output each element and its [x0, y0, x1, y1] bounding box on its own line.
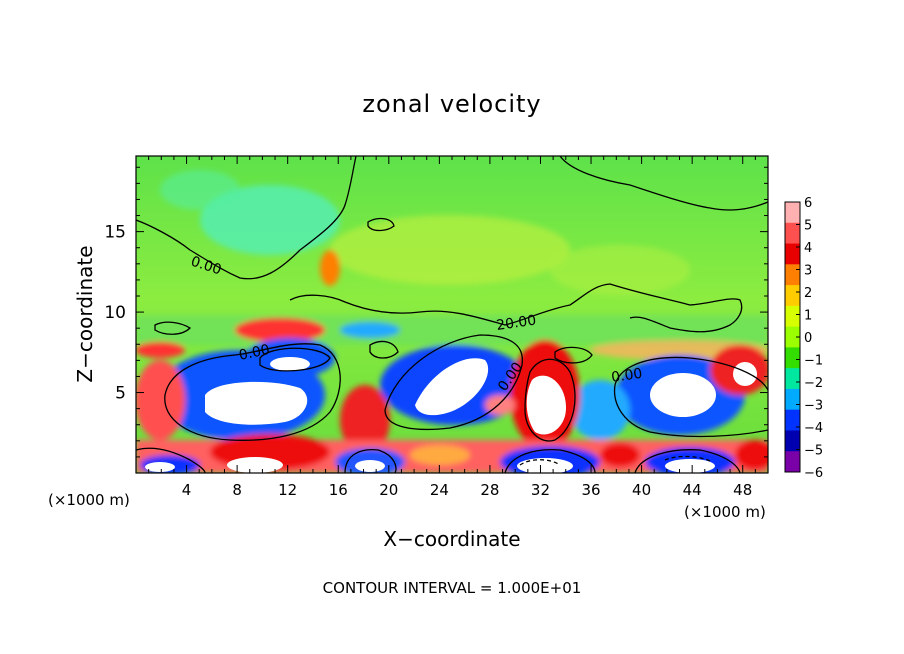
contour-line	[384, 334, 523, 431]
saturated-core	[415, 358, 489, 416]
colorbar-swatch	[785, 243, 800, 265]
contour-line	[367, 217, 395, 232]
field-patch	[136, 360, 185, 440]
saturated-core	[205, 381, 308, 425]
x-axis-ticks: 4 8 12 16 20 24 28 32 36 40 44 48	[148, 156, 756, 499]
field-patch	[735, 440, 768, 470]
colorbar-swatch	[785, 202, 800, 224]
colorbar-label: 2	[804, 286, 812, 301]
x-tick-label: 44	[683, 481, 702, 499]
saturated-core	[526, 375, 566, 435]
colorbar-swatch	[785, 409, 800, 431]
x-axis-unit-left: (×1000 m)	[48, 491, 130, 509]
x-tick-label: 24	[430, 481, 449, 499]
contour-interval-note: CONTOUR INTERVAL = 1.000E+01	[323, 579, 582, 597]
colorbar-label: 6	[804, 196, 812, 211]
colorbar-swatch	[785, 347, 800, 369]
saturated-core	[355, 460, 385, 472]
colorbar-label: 5	[804, 219, 812, 234]
colorbar-label: −5	[804, 444, 823, 459]
x-axis-label: X−coordinate	[383, 527, 520, 551]
saturated-core	[270, 357, 310, 371]
field-patch	[200, 185, 340, 255]
contour-label: 20.00	[495, 313, 537, 334]
y-axis-label: Z−coordinate	[73, 245, 97, 382]
field-patch	[160, 170, 240, 210]
colorbar-label: 1	[804, 309, 812, 324]
colorbar-swatch	[785, 451, 800, 473]
colorbar-swatch	[785, 264, 800, 286]
x-axis-unit-right: (×1000 m)	[684, 503, 766, 521]
contour-line	[136, 447, 206, 473]
field-patch	[136, 342, 185, 358]
chart-title: zonal velocity	[362, 90, 541, 118]
colorbar-label: 0	[804, 331, 812, 346]
contour-label: 0.00	[238, 342, 272, 364]
contour-line	[664, 455, 713, 463]
field-patch	[330, 215, 570, 285]
contour-lines	[136, 156, 768, 473]
saturated-core	[517, 458, 573, 473]
contour-line	[504, 449, 596, 473]
x-tick-label: 16	[329, 481, 348, 499]
saturated-core	[227, 457, 283, 473]
contour-line	[289, 283, 743, 333]
x-tick-label: 4	[182, 481, 192, 499]
contour-line	[259, 347, 331, 372]
field-patch	[410, 445, 470, 465]
saturated-core	[733, 362, 757, 386]
colorbar-label: −3	[804, 399, 823, 414]
colorbar-swatch	[785, 388, 800, 411]
saturated-core	[665, 459, 715, 473]
y-axis-ticks: 5 10 15	[104, 166, 768, 458]
x-tick-label: 28	[480, 481, 499, 499]
saturated-core	[145, 462, 175, 472]
colorbar-swatch	[785, 305, 800, 328]
x-tick-label: 32	[531, 481, 550, 499]
saturated-core	[650, 373, 716, 417]
colorbar-swatch	[785, 430, 800, 452]
x-tick-label: 12	[278, 481, 297, 499]
colorbar-swatch	[785, 326, 800, 348]
colorbar-label: −4	[804, 421, 823, 436]
field-patch	[340, 322, 400, 338]
x-tick-label: 20	[379, 481, 398, 499]
contour-line	[154, 321, 192, 335]
contour-line	[634, 449, 741, 473]
y-tick-label: 15	[104, 223, 126, 243]
field-patch	[235, 318, 325, 342]
contour-line	[344, 449, 397, 473]
y-tick-label: 10	[104, 303, 126, 323]
x-tick-label: 36	[581, 481, 600, 499]
field-patch	[550, 245, 690, 295]
contour-label: 0.00	[610, 366, 643, 386]
x-tick-label: 48	[733, 481, 752, 499]
field-patch	[340, 385, 390, 455]
contour-line	[613, 384, 768, 438]
colorbar-swatch	[785, 285, 800, 307]
x-tick-label: 40	[632, 481, 651, 499]
contour-line	[164, 343, 341, 441]
plot-area: 0.00 0.00 20.00 0.00 0.00	[136, 156, 768, 473]
field-patch	[600, 443, 640, 467]
contour-line	[559, 156, 768, 211]
colorbar-label: −2	[804, 376, 823, 391]
contour-line	[554, 346, 593, 364]
contour-line	[524, 358, 576, 442]
colorbar-swatch	[785, 222, 800, 245]
contour-line	[136, 156, 357, 280]
colorbar-label: −1	[804, 354, 823, 369]
y-tick-label: 5	[115, 384, 126, 404]
colorbar: 6 5 4 3 2 1 0 −1 −2 −3 −4 −5 −6	[784, 196, 823, 481]
colorbar-swatch	[785, 368, 800, 390]
colorbar-label: 4	[804, 241, 812, 256]
x-tick-label: 8	[232, 481, 242, 499]
colorbar-label: 3	[804, 264, 812, 279]
contour-line	[519, 459, 561, 466]
contour-line	[369, 340, 399, 359]
contour-line	[614, 356, 768, 391]
colorbar-label: −6	[804, 466, 823, 481]
field-patch	[320, 250, 340, 286]
